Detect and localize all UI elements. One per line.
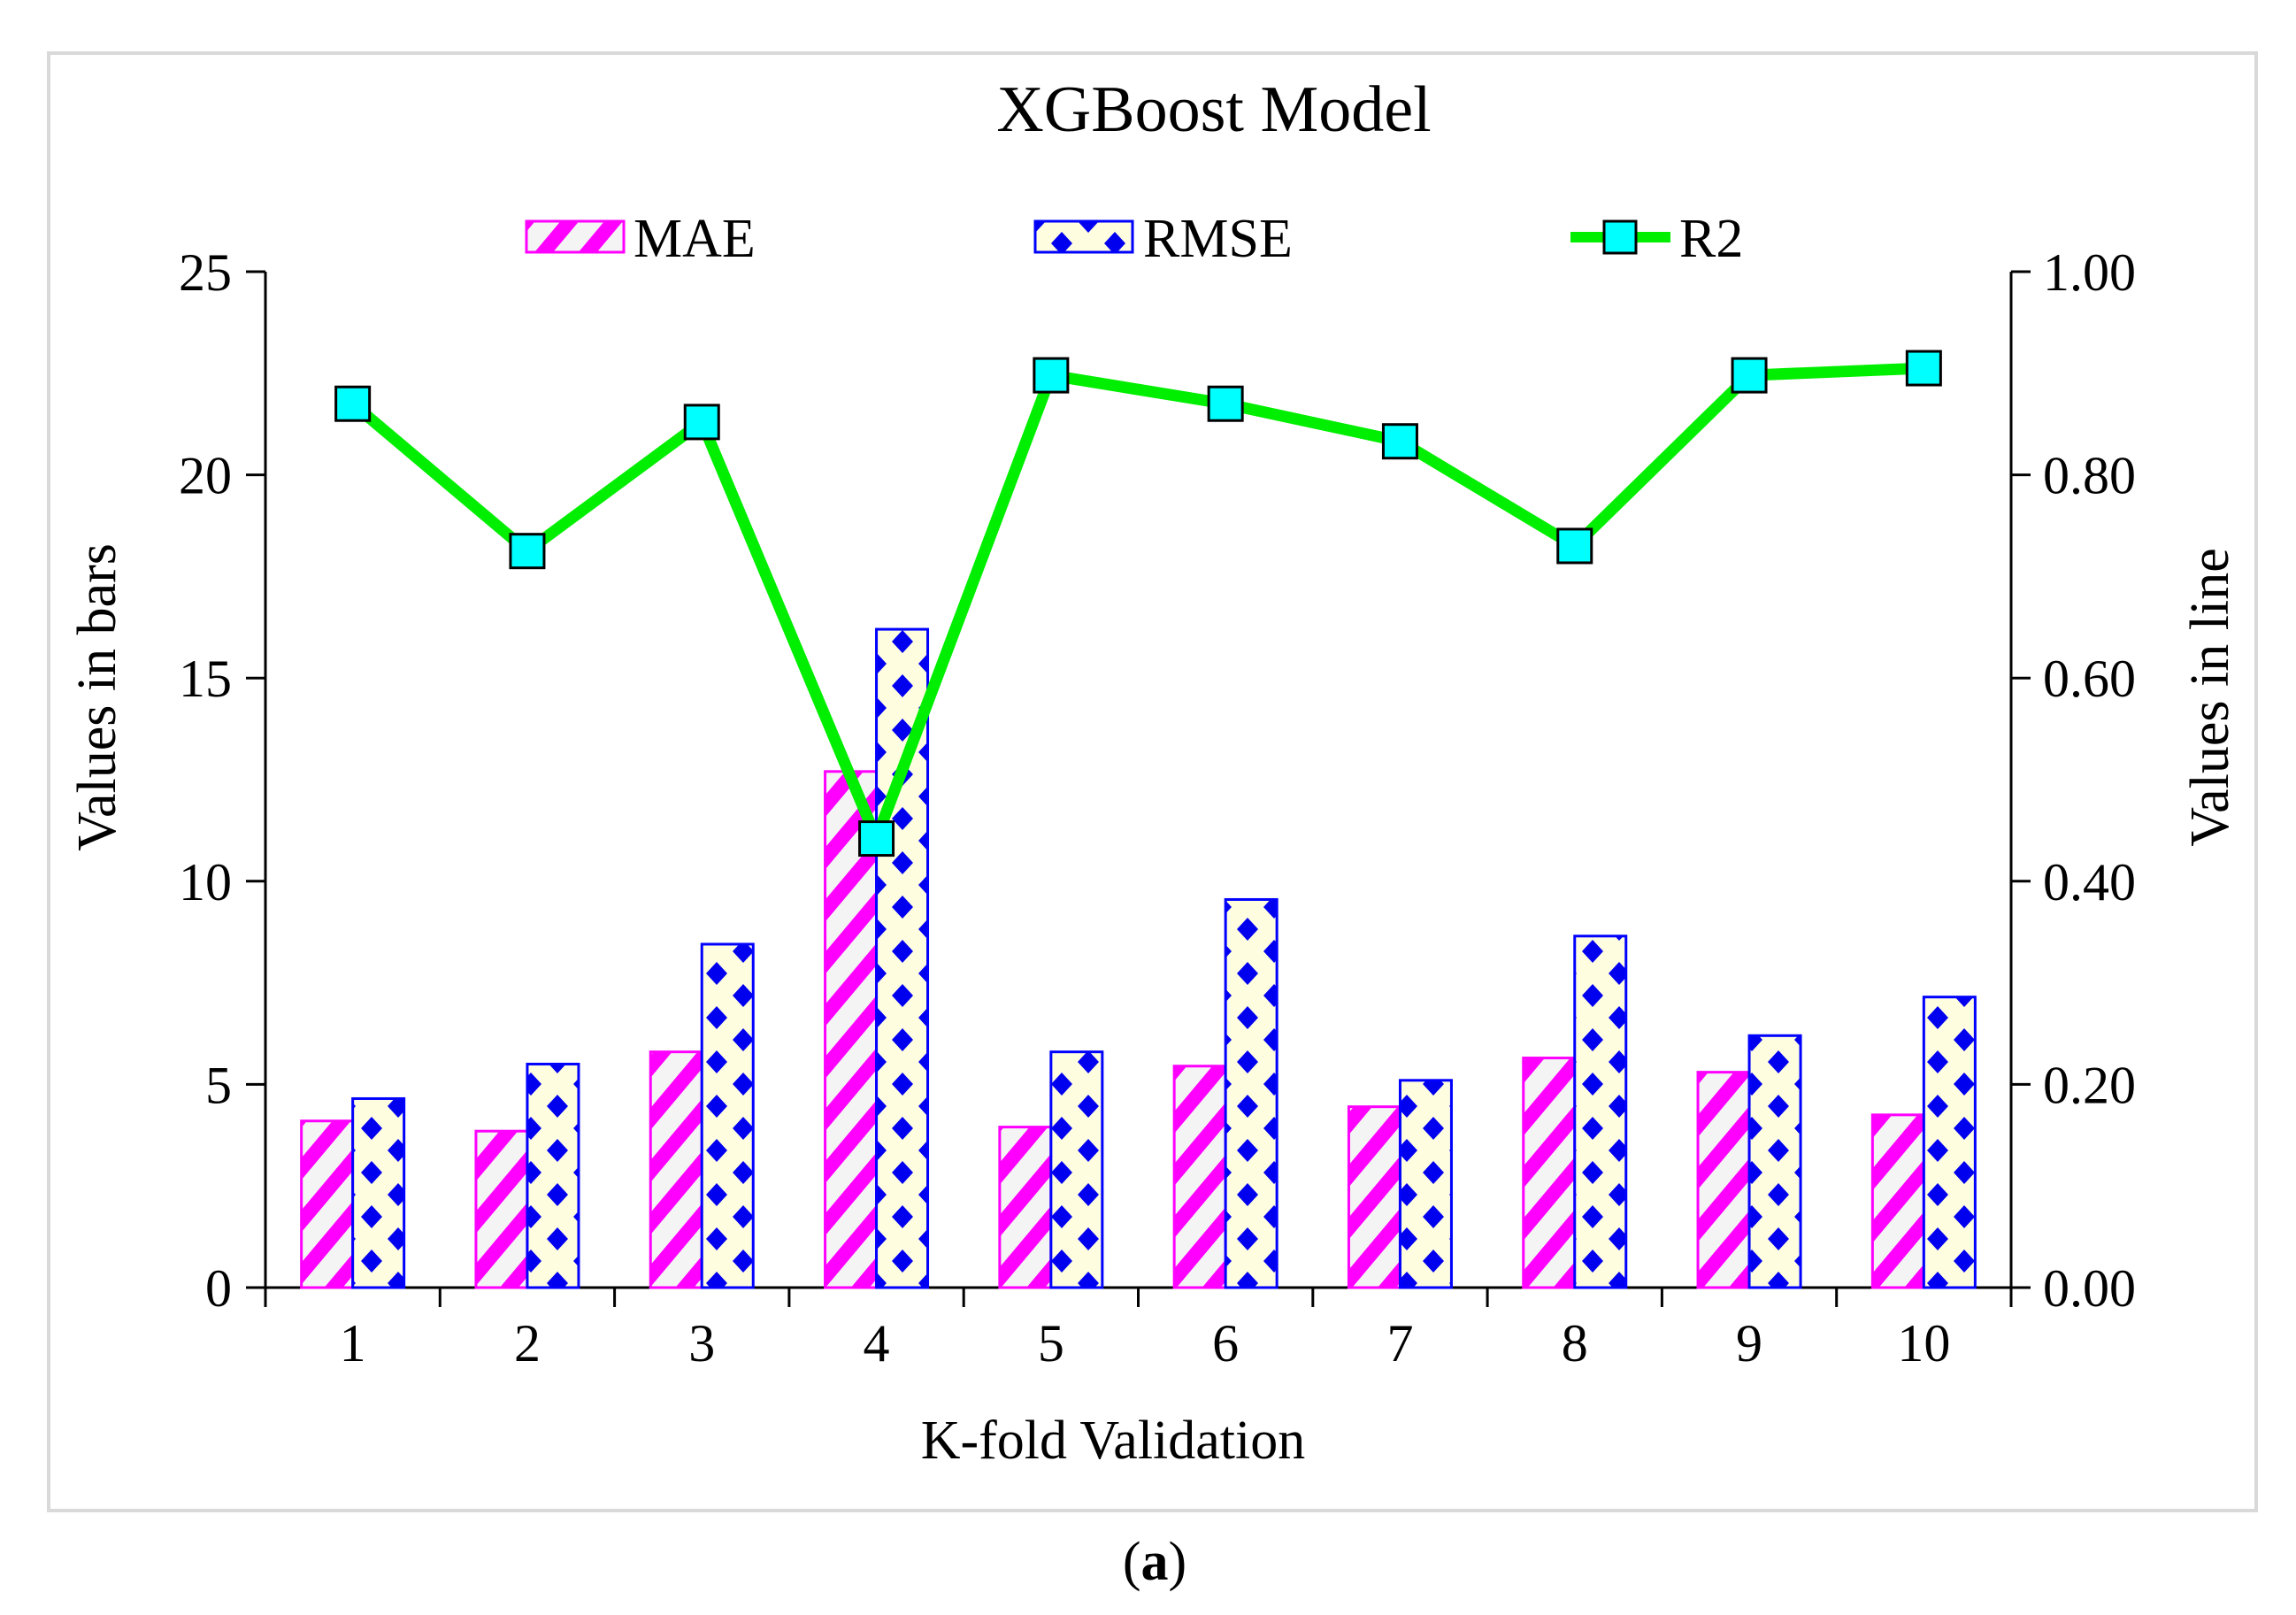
bar-rmse (1398, 1079, 1453, 1289)
chart-frame (47, 51, 2258, 1512)
legend-swatch-rmse (1033, 219, 1134, 254)
bar-rmse (1922, 996, 1977, 1289)
x-tick-label: 10 (1897, 1314, 1950, 1373)
y2-tick-label: 0.20 (2043, 1056, 2136, 1114)
y-tick-label: 0 (205, 1259, 232, 1318)
legend-marker-r2 (1602, 219, 1638, 255)
y-tick-label: 15 (179, 650, 232, 708)
legend: MAE RMSE R2 (525, 209, 1743, 269)
bar-rmse (351, 1096, 406, 1289)
bar-mae (474, 1129, 529, 1289)
x-tick-label: 5 (1038, 1314, 1064, 1373)
bar-mae (998, 1126, 1053, 1289)
x-tick-label: 9 (1736, 1314, 1762, 1373)
r2-line-layer (334, 350, 1942, 857)
y-tick-label: 25 (179, 243, 232, 302)
legend-label-r2: R2 (1679, 209, 1743, 269)
legend-swatch-mae (525, 219, 626, 254)
bar-mae (1696, 1071, 1751, 1289)
r2-point (509, 533, 546, 570)
legend-label-rmse: RMSE (1143, 209, 1293, 269)
caption-close: ) (1169, 1532, 1187, 1592)
r2-point (683, 404, 720, 441)
x-tick-label: 8 (1562, 1314, 1588, 1373)
bars (300, 627, 1977, 1289)
x-tick-label: 2 (514, 1314, 541, 1373)
bar-rmse (526, 1062, 580, 1289)
bar-rmse (1224, 897, 1279, 1289)
y-tick-label: 20 (179, 447, 232, 505)
r2-point (1381, 423, 1418, 460)
bar-mae (1870, 1113, 1925, 1289)
caption-open: ( (1123, 1532, 1141, 1592)
bar-mae (1172, 1065, 1227, 1289)
x-tick-label: 3 (688, 1314, 715, 1373)
legend-label-mae: MAE (634, 209, 756, 269)
y2-axis-title: Values in line (2180, 548, 2240, 847)
bar-rmse (1573, 934, 1628, 1289)
x-tick-label: 7 (1386, 1314, 1413, 1373)
r2-point (1033, 357, 1070, 394)
bar-mae (1347, 1105, 1401, 1289)
caption-letter: a (1141, 1532, 1169, 1592)
axes: 0 5 10 15 20 25 0.00 0.20 0.40 0.60 0.80 1.00 1 2 3 4 5 6… (179, 243, 2136, 1373)
x-tick-label: 4 (864, 1314, 890, 1373)
y-axis-title: Values in bars (67, 543, 127, 851)
r2-point (1731, 357, 1768, 394)
r2-point (858, 820, 895, 857)
x-tick-label: 1 (340, 1314, 366, 1373)
bar-rmse (1747, 1034, 1802, 1289)
x-tick-label: 6 (1212, 1314, 1239, 1373)
y2-tick-label: 0.40 (2043, 853, 2136, 911)
bar-rmse (700, 942, 755, 1289)
y2-tick-label: 0.00 (2043, 1259, 2136, 1318)
figure-caption: (a) (1123, 1532, 1186, 1592)
r2-line (349, 362, 1924, 845)
r2-point (334, 385, 372, 422)
r2-point (1905, 350, 1942, 387)
y-tick-label: 10 (179, 853, 232, 911)
y2-tick-label: 0.80 (2043, 447, 2136, 505)
r2-point (1556, 527, 1593, 565)
bar-mae (649, 1050, 703, 1289)
bar-rmse (1049, 1050, 1104, 1289)
x-axis-title: K-fold Validation (921, 1411, 1306, 1471)
y2-tick-label: 0.60 (2043, 650, 2136, 708)
bar-mae (300, 1119, 355, 1289)
chart-title: XGBoost Model (996, 73, 1431, 146)
y2-tick-label: 1.00 (2043, 243, 2136, 302)
bar-mae (1522, 1057, 1577, 1289)
r2-point (1207, 385, 1244, 422)
y-tick-label: 5 (205, 1056, 232, 1114)
